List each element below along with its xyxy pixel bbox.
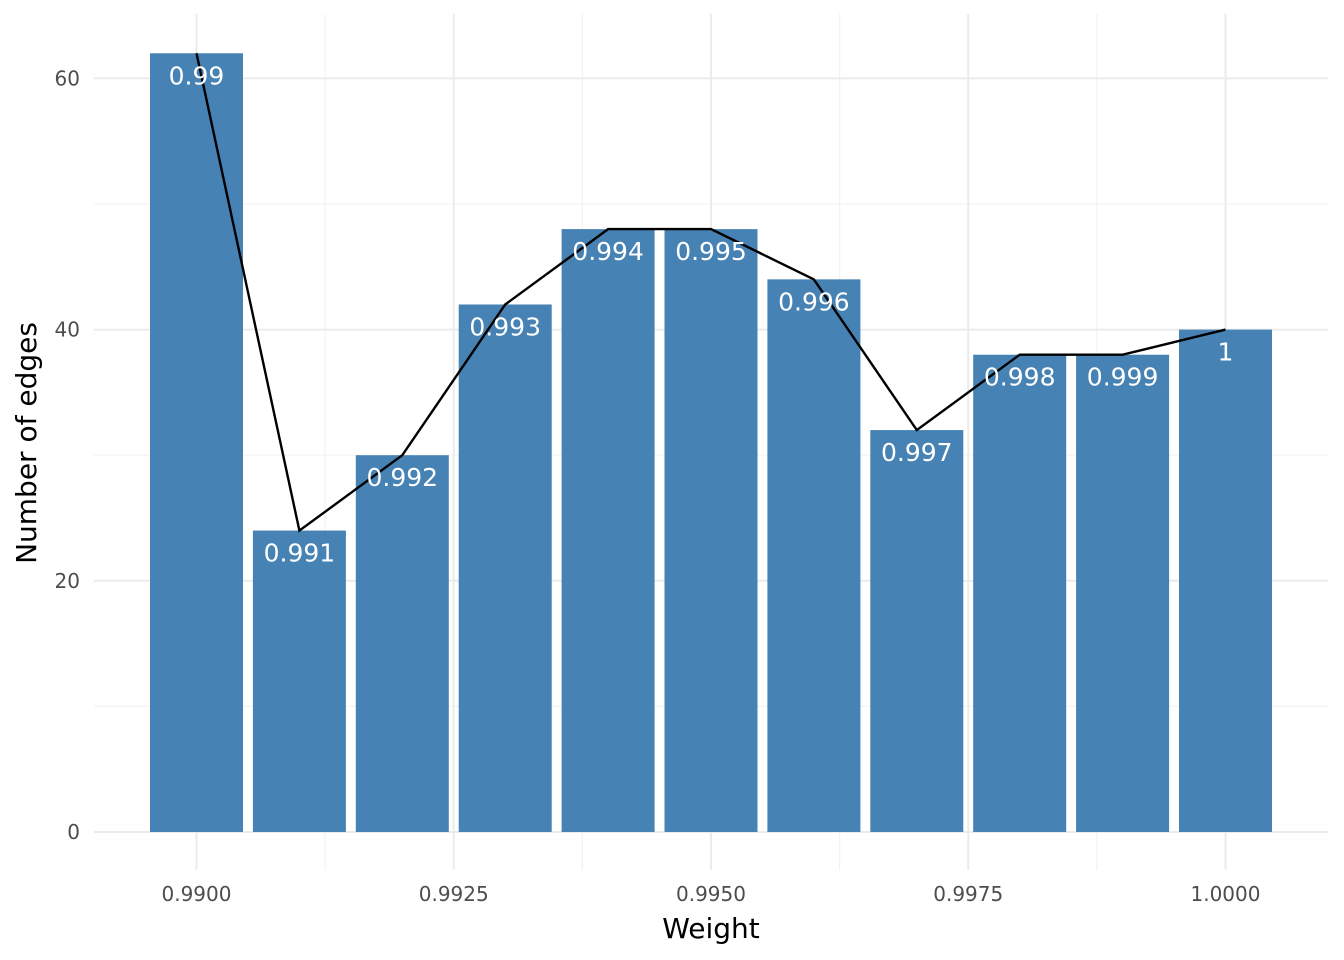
bar [1179,329,1272,832]
bar [355,455,449,832]
x-tick-label: 0.9950 [676,882,746,906]
x-tick-label: 0.9925 [419,882,489,906]
bar [252,530,346,832]
bar-label: 0.997 [881,438,953,467]
bar-label: 0.992 [367,463,439,492]
bar-label: 0.996 [778,287,850,316]
bar-label: 0.993 [469,312,541,341]
y-tick-label: 60 [55,66,80,90]
tick-labels: 0.9900 0.9925 0.9950 0.9975 1.0000 0 20 40 60 [55,66,1261,906]
y-axis-title: Number of edges [10,322,43,564]
bar-label: 0.991 [264,539,336,568]
y-tick-label: 0 [67,820,80,844]
y-tick-label: 40 [55,318,80,342]
bar-label: 0.998 [984,363,1056,392]
bar [561,229,655,832]
x-tick-label: 0.9975 [933,882,1003,906]
x-axis-title: Weight [662,912,760,945]
x-tick-label: 1.0000 [1191,882,1261,906]
bar-labels: 0.99 0.991 0.992 0.993 0.994 0.995 0.996 0.997 0… [169,61,1234,567]
bar-label: 0.994 [572,237,644,266]
bar [973,354,1067,832]
bar-label: 0.995 [675,237,747,266]
bar [664,229,758,832]
trend-line [195,53,1226,533]
x-tick-label: 0.9900 [162,882,232,906]
bar [458,304,552,833]
bar-label: 1 [1218,338,1234,367]
bar [150,53,243,832]
bars [150,53,1272,833]
bar [767,279,861,832]
bar [1076,354,1170,832]
y-tick-label: 20 [55,569,80,593]
bar-label: 0.999 [1087,363,1159,392]
bar-label: 0.99 [169,61,225,90]
trend-line-group [195,53,1226,533]
bar [870,430,964,832]
